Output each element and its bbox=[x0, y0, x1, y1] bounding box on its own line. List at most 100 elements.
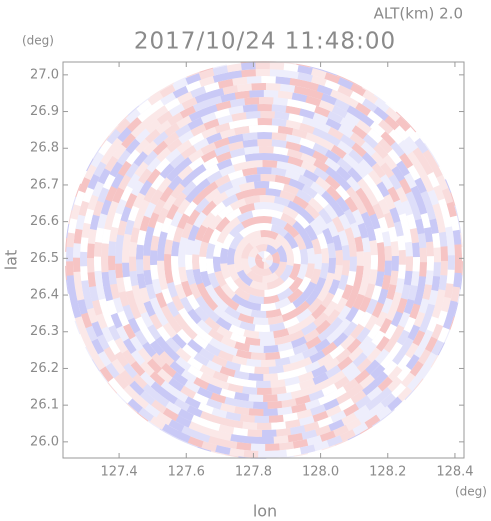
echo-cell bbox=[207, 435, 224, 447]
echo-cell bbox=[242, 139, 258, 148]
echo-cell bbox=[338, 213, 352, 230]
echo-cell bbox=[296, 63, 311, 68]
echo-cell bbox=[135, 259, 144, 275]
echo-cell bbox=[125, 289, 137, 306]
echo-cell bbox=[238, 202, 256, 215]
echo-cell bbox=[276, 245, 288, 263]
echo-cell bbox=[220, 262, 231, 280]
echo-cell bbox=[168, 103, 185, 117]
echo-cell bbox=[166, 301, 180, 318]
echo-cell bbox=[219, 402, 236, 414]
echo-cell bbox=[296, 189, 313, 204]
echo-cell bbox=[438, 198, 449, 215]
echo-cell bbox=[144, 225, 155, 242]
echo-cell bbox=[251, 82, 267, 91]
echo-cell bbox=[312, 372, 329, 386]
echo-cell bbox=[323, 300, 338, 317]
echo-cell bbox=[270, 224, 289, 238]
echo-cell bbox=[377, 376, 393, 392]
echo-cell bbox=[447, 255, 455, 270]
echo-cell bbox=[325, 166, 342, 182]
y-tick-label: 26.8 bbox=[30, 141, 59, 156]
echo-cell bbox=[256, 387, 272, 396]
echo-cell bbox=[175, 356, 192, 372]
echo-cell bbox=[304, 263, 315, 280]
echo-cell bbox=[267, 209, 284, 220]
echo-cell bbox=[271, 139, 288, 149]
echo-cell bbox=[219, 128, 236, 139]
echo-cell bbox=[358, 112, 375, 128]
echo-cell bbox=[412, 147, 427, 164]
echo-cell bbox=[274, 297, 292, 310]
echo-cell bbox=[305, 132, 322, 145]
echo-cell bbox=[112, 297, 124, 314]
echo-cell bbox=[282, 205, 299, 220]
echo-cell bbox=[226, 70, 243, 80]
echo-cell bbox=[269, 62, 285, 70]
echo-cell bbox=[233, 370, 250, 380]
echo-cell bbox=[227, 169, 244, 181]
echo-cell bbox=[327, 257, 337, 274]
echo-cell bbox=[437, 342, 445, 356]
echo-cell bbox=[203, 118, 220, 131]
echo-cell bbox=[179, 105, 197, 119]
echo-cell bbox=[240, 257, 252, 275]
echo-cell bbox=[117, 310, 130, 327]
echo-cell bbox=[453, 302, 459, 317]
echo-cell bbox=[370, 364, 386, 380]
echo-cell bbox=[391, 324, 405, 341]
echo-cell bbox=[394, 399, 406, 410]
echo-cell bbox=[142, 140, 158, 156]
echo-cell bbox=[367, 128, 383, 144]
echo-cell bbox=[133, 212, 145, 229]
echo-cell bbox=[376, 181, 390, 198]
echo-cell bbox=[73, 271, 82, 287]
echo-cell bbox=[177, 213, 190, 230]
echo-cell bbox=[450, 286, 461, 302]
echo-cell bbox=[208, 214, 223, 231]
echo-cell bbox=[122, 323, 136, 340]
echo-cell bbox=[301, 346, 319, 360]
echo-cell bbox=[369, 402, 386, 417]
echo-cell bbox=[233, 277, 251, 293]
echo-cell bbox=[203, 164, 220, 178]
echo-cell bbox=[178, 307, 193, 324]
echo-cell bbox=[350, 390, 367, 405]
echo-cell bbox=[265, 351, 281, 360]
echo-cell bbox=[337, 305, 352, 322]
y-tick-label: 26.6 bbox=[30, 214, 59, 229]
echo-cell bbox=[100, 135, 110, 148]
echo-cell bbox=[330, 144, 347, 159]
echo-cell bbox=[417, 276, 427, 292]
echo-cell bbox=[396, 329, 410, 346]
echo-cell bbox=[115, 234, 125, 250]
echo-cell bbox=[268, 202, 286, 213]
echo-cell bbox=[225, 411, 241, 422]
echo-cell bbox=[416, 199, 428, 216]
echo-cell bbox=[205, 258, 215, 275]
echo-cell bbox=[319, 430, 336, 442]
echo-cell bbox=[214, 445, 231, 455]
echo-cell bbox=[404, 241, 413, 257]
echo-cell bbox=[138, 97, 151, 107]
echo-cell bbox=[107, 382, 118, 394]
echo-cell bbox=[115, 118, 131, 134]
echo-cell bbox=[188, 421, 205, 434]
echo-cell bbox=[360, 211, 373, 228]
echo-cell bbox=[108, 324, 121, 341]
echo-cell bbox=[336, 157, 353, 173]
echo-cell bbox=[167, 175, 183, 191]
echo-cell bbox=[288, 113, 304, 124]
echo-cell bbox=[239, 414, 255, 423]
radar-field bbox=[65, 61, 464, 460]
echo-cell bbox=[358, 158, 374, 175]
echo-cell bbox=[122, 262, 130, 278]
echo-cell bbox=[255, 69, 271, 77]
echo-cell bbox=[241, 242, 254, 259]
echo-cell bbox=[109, 283, 120, 300]
echo-cell bbox=[282, 61, 297, 65]
echo-cell bbox=[117, 160, 132, 177]
echo-cell bbox=[192, 334, 209, 350]
echo-cell bbox=[308, 197, 324, 213]
echo-cell bbox=[116, 277, 126, 293]
